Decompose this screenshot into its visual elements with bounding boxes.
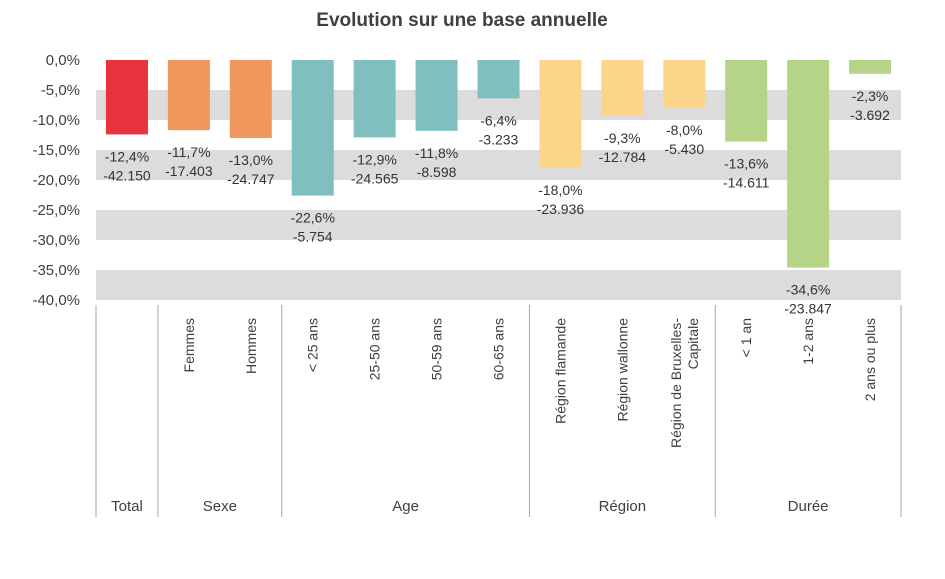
group-label: Sexe	[203, 498, 237, 515]
category-label: Région wallonne	[614, 318, 630, 422]
bar	[229, 60, 272, 138]
group-label: Age	[392, 498, 419, 515]
data-label-percent: -11,8%	[415, 145, 458, 161]
bar	[415, 60, 458, 131]
data-label-percent: -11,7%	[167, 144, 210, 160]
y-tick-label: -15,0%	[32, 142, 80, 159]
data-label-percent: -6,4%	[480, 112, 517, 128]
category-labels: Femmes Hommes < 25 ans 25-50 ans 50-59 ans 60…	[181, 318, 878, 448]
y-tick-label: -20,0%	[32, 172, 80, 189]
data-label-count: -8.598	[417, 164, 457, 180]
category-label: 2 ans ou plus	[862, 318, 878, 401]
category-label: Hommes	[243, 318, 259, 374]
bar	[663, 60, 706, 108]
y-tick-label: -35,0%	[32, 262, 80, 279]
y-axis-ticks: 0,0% -5,0% -10,0% -15,0% -20,0% -25,0% -30,0% -…	[32, 52, 80, 309]
category-label: < 1 an	[738, 318, 754, 357]
category-axis	[95, 305, 902, 517]
chart-title: Evolution sur une base annuelle	[316, 10, 607, 31]
data-label-count: -3.692	[850, 107, 890, 123]
y-tick-label: 0,0%	[46, 52, 80, 69]
data-label-count: -12.784	[599, 149, 647, 165]
bar	[539, 60, 582, 168]
category-label: 50-59 ans	[429, 318, 445, 380]
bar	[601, 60, 644, 116]
data-label-count: -14.611	[723, 175, 770, 191]
data-label-percent: -13,0%	[229, 152, 273, 168]
y-tick-label: -5,0%	[41, 82, 80, 99]
bar	[787, 60, 830, 268]
data-labels: -12,4% -42.150 -11,7% -17.403 -13,0% -24.747 -…	[103, 88, 890, 317]
data-label-percent: -2,3%	[852, 88, 889, 104]
data-label-percent: -9,3%	[604, 130, 641, 146]
data-label-count: -24.747	[227, 171, 275, 187]
data-label-count: -42.150	[103, 167, 151, 183]
data-label-percent: -12,9%	[352, 151, 396, 167]
y-tick-label: -30,0%	[32, 232, 80, 249]
data-label-percent: -12,4%	[105, 148, 149, 164]
bar	[291, 60, 334, 196]
data-label-percent: -34,6%	[786, 282, 830, 298]
data-label-count: -5.430	[664, 141, 704, 157]
y-tick-label: -40,0%	[32, 292, 80, 309]
category-label: < 25 ans	[305, 318, 321, 372]
bar	[167, 60, 210, 131]
bars	[105, 60, 892, 268]
data-label-count: -23.847	[784, 301, 832, 317]
y-tick-label: -10,0%	[32, 112, 80, 129]
data-label-percent: -13,6%	[724, 156, 768, 172]
group-labels: Total Sexe Age Région Durée	[111, 498, 828, 515]
group-label: Durée	[788, 498, 829, 515]
bar	[353, 60, 396, 138]
data-label-percent: -18,0%	[538, 182, 582, 198]
group-label: Région	[599, 498, 647, 515]
data-label-count: -5.754	[293, 229, 333, 245]
bar	[849, 60, 892, 74]
category-label: Capitale	[685, 318, 701, 370]
bar	[477, 60, 520, 99]
group-label: Total	[111, 498, 143, 515]
data-label-count: -3.233	[479, 131, 519, 147]
grid-band	[96, 150, 901, 180]
category-label: Région de Bruxelles-	[668, 318, 684, 448]
category-label: 60-65 ans	[491, 318, 507, 380]
category-label: 25-50 ans	[367, 318, 383, 380]
grid-band	[96, 270, 901, 300]
grid-band	[96, 210, 901, 240]
data-label-percent: -22,6%	[291, 210, 335, 226]
category-label: Région flamande	[552, 318, 568, 424]
category-label: Femmes	[181, 318, 197, 372]
data-label-count: -24.565	[351, 170, 399, 186]
data-label-count: -17.403	[165, 163, 213, 179]
bar	[105, 60, 148, 135]
bar	[725, 60, 768, 142]
data-label-percent: -8,0%	[666, 122, 703, 138]
y-tick-label: -25,0%	[32, 202, 80, 219]
category-label: 1-2 ans	[800, 318, 816, 365]
data-label-count: -23.936	[537, 201, 585, 217]
